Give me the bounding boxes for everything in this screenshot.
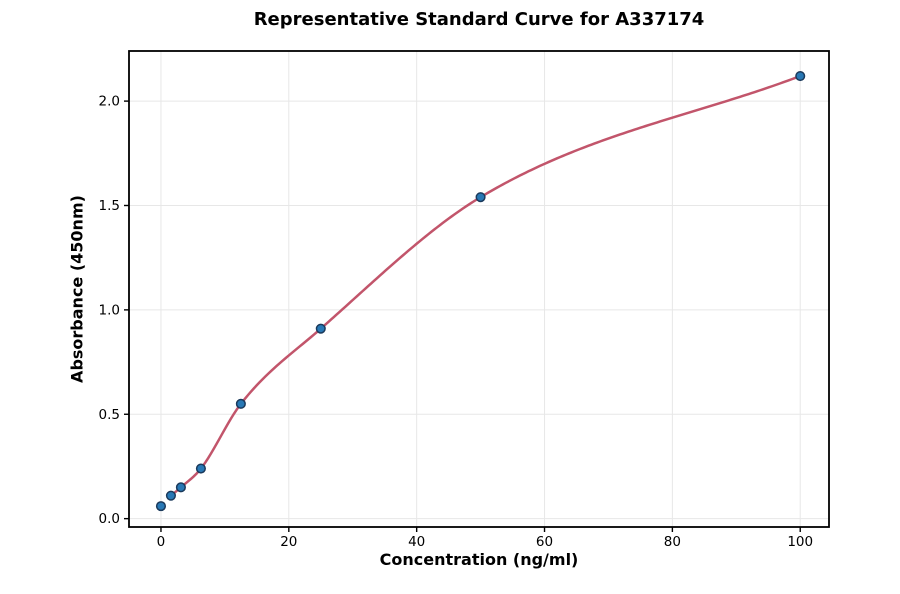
x-tick-label: 80 [664,534,681,550]
data-point-marker [475,192,486,203]
y-tick-label: 0.5 [99,407,120,423]
x-tick-label: 0 [157,534,166,550]
y-tick-label: 2.0 [99,94,120,110]
plot-frame [128,50,830,528]
data-point-marker [175,482,186,493]
data-point-marker [235,398,246,409]
x-tick-label: 60 [536,534,553,550]
x-tick-label: 40 [408,534,425,550]
x-axis-label: Concentration (ng/ml) [379,550,579,569]
y-tick-label: 1.5 [99,198,120,214]
data-point-marker [155,501,167,512]
data-point-marker [165,490,176,501]
data-point-marker [795,71,806,82]
data-point-marker [195,463,206,474]
y-tick-label: 0.0 [99,511,120,527]
y-tick-label: 1.0 [99,302,120,318]
fit-curve-line [169,74,802,497]
x-tick-label: 20 [280,534,297,550]
x-tick-label: 100 [787,534,813,550]
y-axis-label-text: Absorbance (450nm) [67,195,87,383]
chart-title: Representative Standard Curve for A33717… [253,9,705,30]
data-point-marker [315,323,326,334]
